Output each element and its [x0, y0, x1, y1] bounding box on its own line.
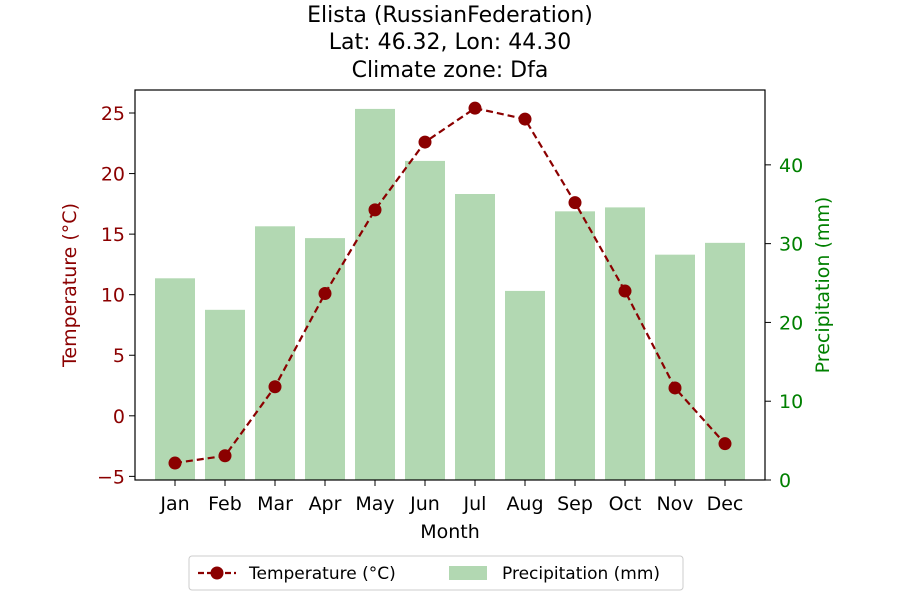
right-axis-label: Precipitation (mm) — [812, 197, 834, 374]
x-tick-label: Mar — [257, 493, 293, 515]
precipitation-bar-jun — [405, 160, 445, 480]
legend-box — [188, 555, 684, 591]
x-tick-label: Nov — [656, 493, 693, 515]
legend-temperature-marker — [210, 566, 224, 580]
x-tick-label: Jul — [463, 493, 487, 515]
month-axis: Jan Feb Mar Apr May Jun Jul Aug Sep Oct Nov Dec — [159, 480, 743, 515]
left-tick-label: 15 — [101, 224, 125, 246]
left-tick-label: 5 — [113, 345, 125, 367]
legend-precipitation-swatch — [449, 566, 487, 580]
precipitation-axis: 0 10 20 30 40 — [765, 155, 803, 492]
x-tick-label: Sep — [557, 493, 593, 515]
temperature-point-apr — [318, 286, 332, 300]
precipitation-bar-sep — [555, 211, 595, 481]
legend: Temperature (°C) Precipitation (mm) — [188, 555, 684, 591]
chart-title: Elista (RussianFederation) Lat: 46.32, L… — [307, 3, 593, 83]
temperature-point-mar — [268, 380, 282, 394]
x-tick-label: Feb — [208, 493, 242, 515]
temperature-point-dec — [718, 437, 732, 451]
x-tick-label: May — [355, 493, 394, 515]
temperature-point-jun — [418, 135, 432, 149]
temperature-point-aug — [518, 112, 532, 126]
right-tick-label: 30 — [779, 234, 803, 256]
left-tick-label: −5 — [97, 466, 125, 488]
precipitation-bar-oct — [605, 207, 645, 481]
temperature-point-sep — [568, 196, 582, 210]
x-axis-label: Month — [420, 521, 480, 543]
left-tick-label: 0 — [113, 406, 125, 428]
temperature-point-nov — [668, 381, 682, 395]
temperature-point-oct — [618, 284, 632, 298]
legend-precipitation-label: Precipitation (mm) — [502, 564, 660, 584]
temperature-point-jan — [168, 456, 182, 470]
precipitation-bar-aug — [505, 290, 545, 480]
left-tick-label: 25 — [101, 103, 125, 125]
right-tick-label: 10 — [779, 391, 803, 413]
precipitation-bar-apr — [305, 238, 345, 480]
precipitation-bar-jan — [155, 278, 195, 480]
precipitation-bar-may — [355, 108, 395, 480]
x-tick-label: Jun — [409, 493, 440, 515]
plot-frame — [134, 89, 766, 481]
title-line-1: Elista (RussianFederation) — [307, 3, 593, 28]
temperature-line — [174, 107, 726, 465]
right-tick-label: 40 — [779, 155, 803, 177]
left-tick-label: 20 — [101, 164, 125, 186]
left-axis-label: Temperature (°C) — [59, 203, 81, 368]
right-tick-label: 20 — [779, 312, 803, 334]
temperature-line-series — [168, 101, 732, 470]
precipitation-bars — [155, 108, 745, 481]
x-tick-label: Jan — [159, 493, 189, 515]
precipitation-bar-nov — [655, 254, 695, 480]
temperature-point-may — [368, 203, 382, 217]
left-tick-label: 10 — [101, 285, 125, 307]
precipitation-bar-mar — [255, 226, 295, 480]
title-line-3: Climate zone: Dfa — [352, 58, 549, 83]
x-tick-label: Aug — [506, 493, 543, 515]
temperature-point-feb — [218, 449, 232, 463]
x-tick-label: Oct — [609, 493, 642, 515]
title-line-2: Lat: 46.32, Lon: 44.30 — [329, 30, 571, 55]
precipitation-bar-jul — [455, 194, 495, 480]
legend-temperature-label: Temperature (°C) — [248, 564, 396, 584]
temperature-axis: −5 0 5 10 15 20 25 — [97, 103, 135, 488]
x-tick-label: Dec — [707, 493, 744, 515]
right-tick-label: 0 — [779, 470, 791, 492]
temperature-point-jul — [468, 101, 482, 115]
x-tick-label: Apr — [309, 493, 342, 515]
